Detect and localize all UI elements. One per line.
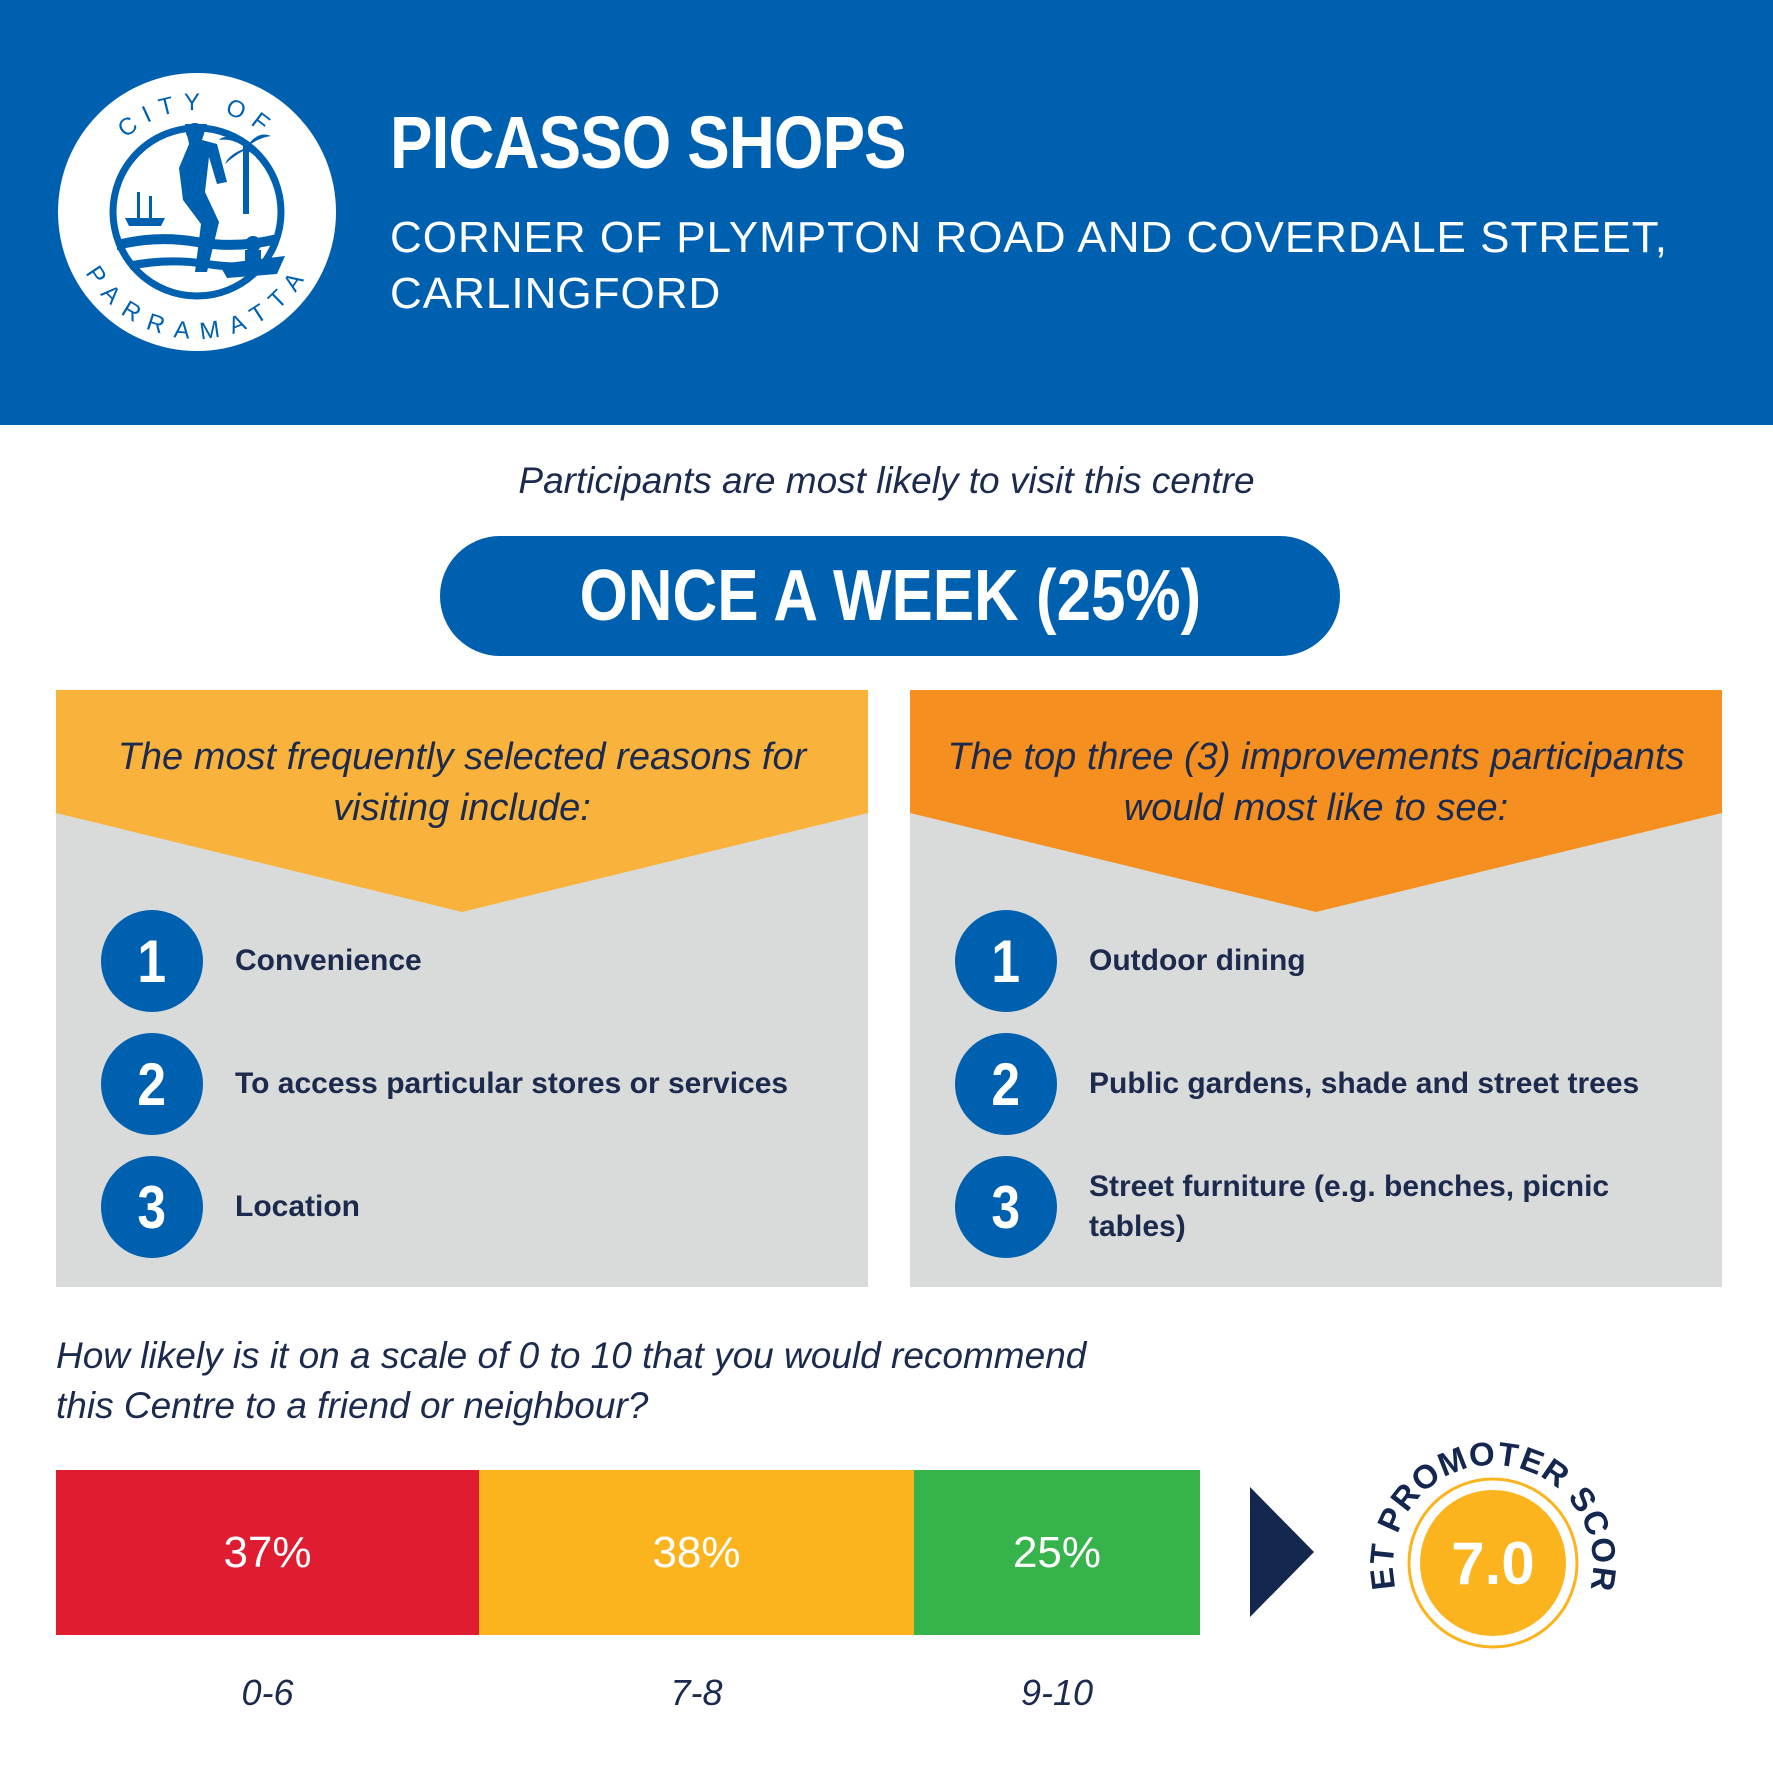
nps-question-line-2: this Centre to a friend or neighbour? [56,1385,649,1426]
list-item: 3 Street furniture (e.g. benches, picnic… [955,1156,1695,1258]
address-line-2: CARLINGFORD [390,269,722,318]
nps-question: How likely is it on a scale of 0 to 10 t… [56,1331,1256,1431]
reasons-panel: The most frequently selected reasons for… [56,690,868,1287]
bar-segment: 38% [479,1470,914,1635]
address-line-1: CORNER OF PLYMPTON ROAD AND COVERDALE ST… [390,213,1669,262]
list-item: 3 Location [101,1156,841,1258]
rank-number: 2 [991,1050,1021,1118]
city-of-parramatta-logo: CITY OF PARRAMATTA [58,73,336,351]
reasons-title: The most frequently selected reasons for… [86,732,838,834]
frequency-pill: ONCE A WEEK (25%) [440,536,1340,656]
address: CORNER OF PLYMPTON ROAD AND COVERDALE ST… [390,210,1690,322]
list-item: 2 Public gardens, shade and street trees [955,1033,1695,1135]
rank-number: 3 [991,1173,1021,1241]
rank-badge: 2 [101,1033,203,1135]
improvement-label: Public gardens, shade and street trees [1089,1067,1640,1100]
frequency-value: ONCE A WEEK (25%) [579,556,1201,636]
bar-value-label: 25% [1012,1527,1102,1577]
reasons-title-line-1: The most frequently selected reasons for [117,736,807,778]
bar-value-label: 38% [652,1527,741,1577]
rank-badge: 1 [955,910,1057,1012]
bar-segment: 25% [914,1470,1200,1635]
improvements-header-chevron [910,690,1722,912]
rank-badge: 3 [955,1156,1057,1258]
rank-number: 2 [137,1050,167,1118]
bar-category-label: 0-6 [241,1672,294,1713]
rank-badge: 3 [101,1156,203,1258]
improvements-panel: The top three (3) improvements participa… [910,690,1722,1287]
list-item: 1 Convenience [101,910,841,1012]
reason-label: Convenience [235,944,422,977]
bar-category-label: 9-10 [1020,1672,1094,1713]
rank-badge: 1 [101,910,203,1012]
reasons-header-chevron [56,690,868,912]
rank-number: 3 [137,1173,167,1241]
rank-number: 1 [137,927,167,995]
header-banner: CITY OF PARRAMATTA PICASSO SHOPS CORNER … [0,0,1773,425]
bar-value-label: 37% [223,1527,312,1577]
rank-badge: 2 [955,1033,1057,1135]
nps-question-line-1: How likely is it on a scale of 0 to 10 t… [56,1335,1087,1376]
rank-number: 1 [991,927,1021,995]
reason-label: To access particular stores or services [235,1067,789,1100]
improvement-label: Street furniture (e.g. benches, picnic t… [1089,1170,1610,1243]
list-item: 2 To access particular stores or service… [101,1033,841,1135]
net-promoter-score-badge: NET PROMOTER SCORE 7.0 [1343,1405,1623,1649]
improvements-title: The top three (3) improvements participa… [940,732,1692,834]
arrow-right-icon [1250,1487,1314,1617]
page-title: PICASSO SHOPS [390,101,907,184]
bar-category-label: 7-8 [670,1672,723,1713]
improvement-label: Outdoor dining [1089,944,1306,977]
list-item: 1 Outdoor dining [955,910,1695,1012]
improvements-title-line-1: The top three (3) improvements participa… [947,736,1685,778]
nps-value: 7.0 [1451,1530,1534,1597]
reasons-title-line-2: visiting include: [333,787,591,829]
frequency-intro: Participants are most likely to visit th… [518,460,1255,501]
reason-label: Location [235,1190,360,1223]
bar-segment: 37% [56,1470,479,1635]
improvements-title-line-2: would most like to see: [1123,787,1509,829]
